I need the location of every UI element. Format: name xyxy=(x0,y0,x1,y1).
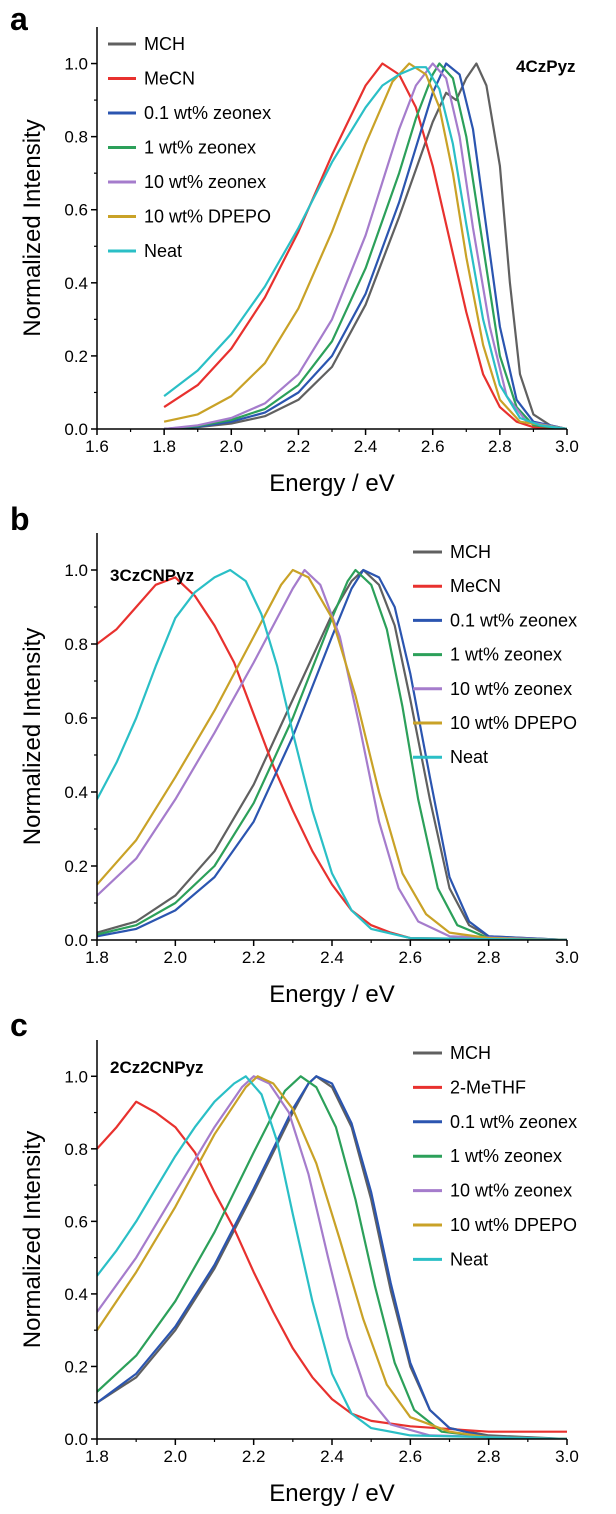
panel-c-series-10-wt-dpepo xyxy=(97,1075,567,1439)
panel-a-y-tick-label: 0.8 xyxy=(64,128,88,147)
panel-b-x-axis-label: Energy / eV xyxy=(269,981,394,1008)
panel-a-y-tick-label: 0.4 xyxy=(64,274,88,293)
panel-a-legend-label: Neat xyxy=(144,241,182,261)
panel-b-x-tick-label: 2.4 xyxy=(320,948,344,967)
panel-c-y-tick-label: 1.0 xyxy=(64,1067,88,1086)
panel-c-series-1-wt-zeonex xyxy=(97,1075,567,1439)
panel-c-legend-label: 10 wt% DPEPO xyxy=(450,1215,577,1235)
panel-b-y-tick-label: 1.0 xyxy=(64,561,88,580)
panel-c-series-0-1-wt-zeonex xyxy=(97,1075,567,1439)
panel-b-y-tick-label: 0.6 xyxy=(64,709,88,728)
panel-a-series-10-wt-dpepo xyxy=(163,62,567,429)
panel-c-y-tick-label: 0.6 xyxy=(64,1212,88,1231)
panel-c-y-tick-label: 0.0 xyxy=(64,1430,88,1449)
panel-b-series-10-wt-zeonex xyxy=(97,568,567,940)
panel-c-x-axis-label: Energy / eV xyxy=(269,1480,394,1507)
panel-a-y-axis-label: Normalized Intensity xyxy=(19,119,46,336)
panel-a-legend-label: 10 wt% zeonex xyxy=(144,172,266,192)
panel-b-y-tick-label: 0.4 xyxy=(64,783,88,802)
panel-a-x-tick-label: 1.6 xyxy=(85,437,109,456)
panel-a-y-tick-label: 0.2 xyxy=(64,347,88,366)
panel-c-series-10-wt-zeonex xyxy=(97,1075,567,1439)
panel-c-legend-label: 1 wt% zeonex xyxy=(450,1146,562,1166)
panel-a-y-tick-label: 0.6 xyxy=(64,201,88,220)
panel-a-legend-label: MCH xyxy=(144,34,185,54)
panel-b-legend-label: Neat xyxy=(450,747,488,767)
panel-c-compound-title: 2Cz2CNPyz xyxy=(110,1058,204,1077)
panel-b-legend-label: MCH xyxy=(450,542,491,562)
panel-c-x-tick-label: 2.0 xyxy=(164,1447,188,1466)
panel-a-series-mecn xyxy=(163,62,567,429)
panel-b-letter: b xyxy=(10,501,30,537)
panel-a-series-0-1-wt-zeonex xyxy=(164,62,567,429)
panel-a-y-tick-label: 0.0 xyxy=(64,420,88,439)
panel-b-legend-label: 0.1 wt% zeonex xyxy=(450,610,577,630)
panel-b-legend-label: 10 wt% DPEPO xyxy=(450,713,577,733)
panel-b-x-tick-label: 3.0 xyxy=(555,948,579,967)
panel-b-y-tick-label: 0.8 xyxy=(64,635,88,654)
panel-c-legend-label: Neat xyxy=(450,1249,488,1269)
panel-b-series-10-wt-dpepo xyxy=(97,568,567,940)
panel-a-series-neat xyxy=(163,66,567,429)
panel-b-legend-label: 1 wt% zeonex xyxy=(450,645,562,665)
panel-a-series-1-wt-zeonex xyxy=(164,62,567,429)
panel-b-series-0-1-wt-zeonex xyxy=(97,568,567,940)
panel-b-compound-title: 3CzCNPyz xyxy=(110,566,194,585)
panel-a-compound-title: 4CzPyz xyxy=(516,57,576,76)
panel-b-legend-label: 10 wt% zeonex xyxy=(450,679,572,699)
panel-c-x-tick-label: 2.8 xyxy=(477,1447,501,1466)
panel-c-series-2-methf xyxy=(97,1100,567,1433)
panel-c-x-tick-label: 2.2 xyxy=(242,1447,266,1466)
panel-a-x-tick-label: 2.2 xyxy=(287,437,311,456)
panel-b-legend-label: MeCN xyxy=(450,576,501,596)
panel-b-y-tick-label: 0.2 xyxy=(64,857,88,876)
panel-b-x-tick-label: 2.8 xyxy=(477,948,501,967)
panel-c-y-axis-label: Normalized Intensity xyxy=(19,1131,46,1348)
panel-b-x-tick-label: 2.6 xyxy=(399,948,423,967)
panel-b-x-tick-label: 2.0 xyxy=(164,948,188,967)
panel-c-x-tick-label: 2.4 xyxy=(320,1447,344,1466)
panel-b-y-axis-label: Normalized Intensity xyxy=(19,628,46,845)
panel-b-x-tick-label: 2.2 xyxy=(242,948,266,967)
panel-c-legend-label: MCH xyxy=(450,1043,491,1063)
panel-a-series-10-wt-zeonex xyxy=(163,62,567,429)
panel-a-x-tick-label: 1.8 xyxy=(152,437,176,456)
panel-a-legend-label: 10 wt% DPEPO xyxy=(144,207,271,227)
panel-c-x-tick-label: 2.6 xyxy=(399,1447,423,1466)
panel-c-legend-label: 0.1 wt% zeonex xyxy=(450,1112,577,1132)
panel-c-x-tick-label: 1.8 xyxy=(85,1447,109,1466)
panel-a-legend-label: 0.1 wt% zeonex xyxy=(144,103,271,123)
panel-a-legend-label: MeCN xyxy=(144,69,195,89)
panel-c-x-tick-label: 3.0 xyxy=(555,1447,579,1466)
panel-c-y-tick-label: 0.4 xyxy=(64,1285,88,1304)
panel-b-x-tick-label: 1.8 xyxy=(85,948,109,967)
panel-b-series-mecn xyxy=(97,576,567,940)
panel-a-x-tick-label: 2.6 xyxy=(421,437,445,456)
panel-a-x-tick-label: 2.4 xyxy=(354,437,378,456)
panel-c-letter: c xyxy=(10,1007,28,1043)
panel-b-y-tick-label: 0.0 xyxy=(64,931,88,950)
panel-c-legend-label: 10 wt% zeonex xyxy=(450,1181,572,1201)
panel-c-y-tick-label: 0.8 xyxy=(64,1140,88,1159)
panel-a-x-tick-label: 2.0 xyxy=(219,437,243,456)
panel-c-series-neat xyxy=(97,1075,567,1439)
panel-a-x-tick-label: 2.8 xyxy=(488,437,512,456)
panel-a-x-tick-label: 3.0 xyxy=(555,437,579,456)
panel-b-series-neat xyxy=(97,568,567,940)
panel-a-legend-label: 1 wt% zeonex xyxy=(144,138,256,158)
panel-c-y-tick-label: 0.2 xyxy=(64,1357,88,1376)
panel-c-legend-label: 2-MeTHF xyxy=(450,1077,526,1097)
panel-b-series-1-wt-zeonex xyxy=(97,568,567,940)
panel-a-y-tick-label: 1.0 xyxy=(64,55,88,74)
panel-a-x-axis-label: Energy / eV xyxy=(269,470,394,497)
panel-a-letter: a xyxy=(10,1,28,37)
